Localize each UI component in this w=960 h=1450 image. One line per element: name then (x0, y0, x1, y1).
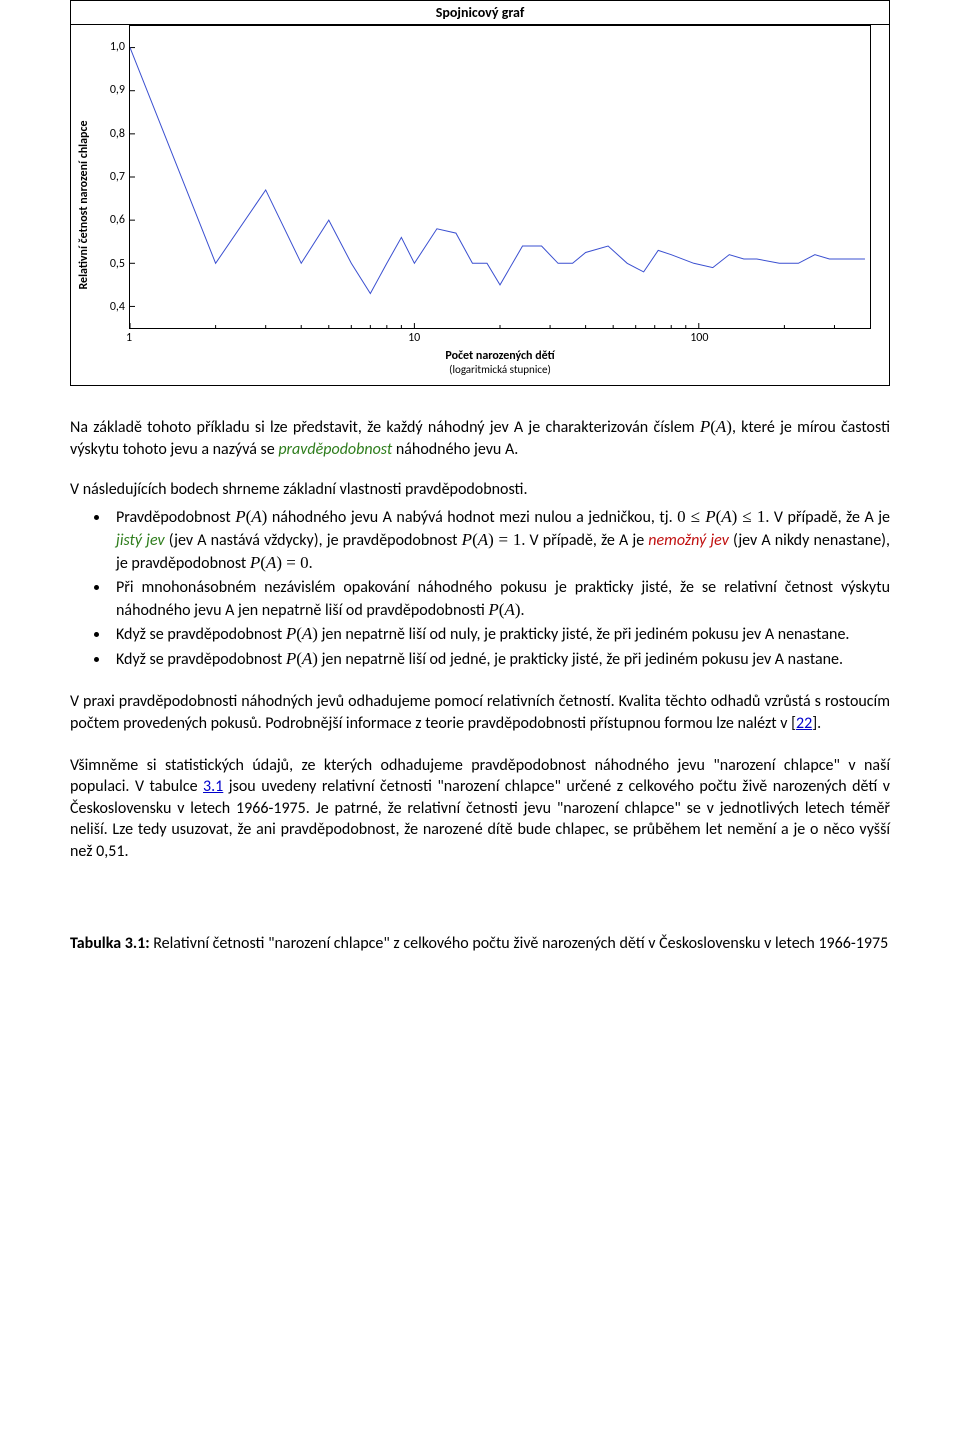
stats-paragraph: Všimněme si statistických údajů, ze kter… (70, 755, 890, 863)
math-pa-5: P(A) (286, 649, 318, 668)
intro-italic: pravděpodobnost (278, 440, 392, 459)
b1-t1: Pravděpodobnost (116, 508, 235, 527)
math-pa-4: P(A) (286, 624, 318, 643)
list-item: Když se pravděpodobnost P(A) jen nepatrn… (110, 623, 890, 646)
y-tick-label: 0,6 (110, 213, 125, 227)
math-eq1: P(A) = 1 (462, 530, 522, 549)
caption-rest: Relativní četnosti "narození chlapce" z … (150, 934, 889, 953)
b4-t2: jen nepatrně liší od jedné, je prakticky… (318, 650, 843, 669)
list-item: Při mnohonásobném nezávislém opakování n… (110, 577, 890, 622)
b1-t7: . (309, 554, 313, 573)
term-jisty: jistý jev (116, 531, 165, 550)
y-ticks-column: 0,4 0,5 0,6 0,7 0,8 0,9 1,0 (97, 25, 129, 385)
y-tick-label: 0,4 (110, 300, 125, 314)
y-tick-label: 0,7 (110, 170, 125, 184)
intro-paragraph: Na základě tohoto příkladu si lze předst… (70, 416, 890, 461)
b3-t1: Když se pravděpodobnost (116, 625, 286, 644)
term-nemozny: nemožný jev (648, 531, 729, 550)
chart-svg (130, 26, 870, 328)
chart-title: Spojnicový graf (71, 1, 889, 25)
list-item: Pravděpodobnost P(A) náhodného jevu A na… (110, 506, 890, 575)
b3-t2: jen nepatrně liší od nuly, je prakticky … (318, 625, 849, 644)
x-tick-label: 10 (408, 331, 420, 345)
caption-bold: Tabulka 3.1: (70, 934, 150, 953)
table-link-3-1[interactable]: 3.1 (203, 777, 223, 796)
chart-line-series (130, 48, 865, 294)
line-chart-frame: Spojnicový graf Relativní četnost naroze… (70, 0, 890, 386)
b1-t4: (jev A nastává vždycky), je pravděpodobn… (165, 531, 462, 550)
y-axis-label-column: Relativní četnost narození chlapce (71, 25, 97, 385)
practice-paragraph: V praxi pravděpodobnosti náhodných jevů … (70, 691, 890, 734)
b1-t5: . V případě, že A je (521, 531, 648, 550)
b2-t2: . (521, 601, 525, 620)
math-eq0: P(A) = 0 (250, 553, 309, 572)
b1-t2: náhodného jevu A nabývá hodnot mezi nulo… (267, 508, 677, 527)
y-tick-label: 0,8 (110, 127, 125, 141)
math-pa-3: P(A) (488, 600, 520, 619)
x-axis-sublabel: (logaritmická stupnice) (129, 363, 871, 376)
b4-t1: Když se pravděpodobnost (116, 650, 286, 669)
math-pa-2: P(A) (235, 507, 267, 526)
y-axis-label: Relativní četnost narození chlapce (77, 120, 91, 289)
intro-text-1: Na základě tohoto příkladu si lze předst… (70, 418, 695, 437)
y-tick-label: 0,9 (110, 83, 125, 97)
intro2-paragraph: V následujících bodech shrneme základní … (70, 479, 890, 501)
math-pa-1: P(A) (700, 417, 732, 436)
chart-body: Relativní četnost narození chlapce 0,40,… (71, 25, 889, 385)
x-tick-label: 100 (690, 331, 708, 345)
p1-text2: ]. (812, 714, 821, 733)
x-tick-label: 1 (126, 331, 132, 345)
x-axis-label: Počet narozených dětí (129, 349, 871, 363)
plot-area (129, 25, 871, 329)
plot-column: 1 10 100 Počet narozených dětí (logaritmic… (129, 25, 889, 385)
y-tick-label: 1,0 (110, 40, 125, 54)
ref-link-22[interactable]: 22 (796, 714, 812, 733)
intro-text-3: náhodného jevu A. (392, 440, 518, 459)
p1-text: V praxi pravděpodobnosti náhodných jevů … (70, 692, 890, 733)
x-ticks-row: 1 10 100 (129, 329, 871, 349)
b1-t3: . V případě, že A je (765, 508, 890, 527)
list-item: Když se pravděpodobnost P(A) jen nepatrn… (110, 648, 890, 671)
x-axis-labels: Počet narozených dětí (logaritmická stup… (129, 349, 871, 385)
y-tick-label: 0,5 (110, 257, 125, 271)
math-ineq: 0 ≤ P(A) ≤ 1 (677, 507, 765, 526)
table-caption: Tabulka 3.1: Relativní četnosti "narozen… (70, 933, 890, 955)
properties-list: Pravděpodobnost P(A) náhodného jevu A na… (110, 506, 890, 671)
